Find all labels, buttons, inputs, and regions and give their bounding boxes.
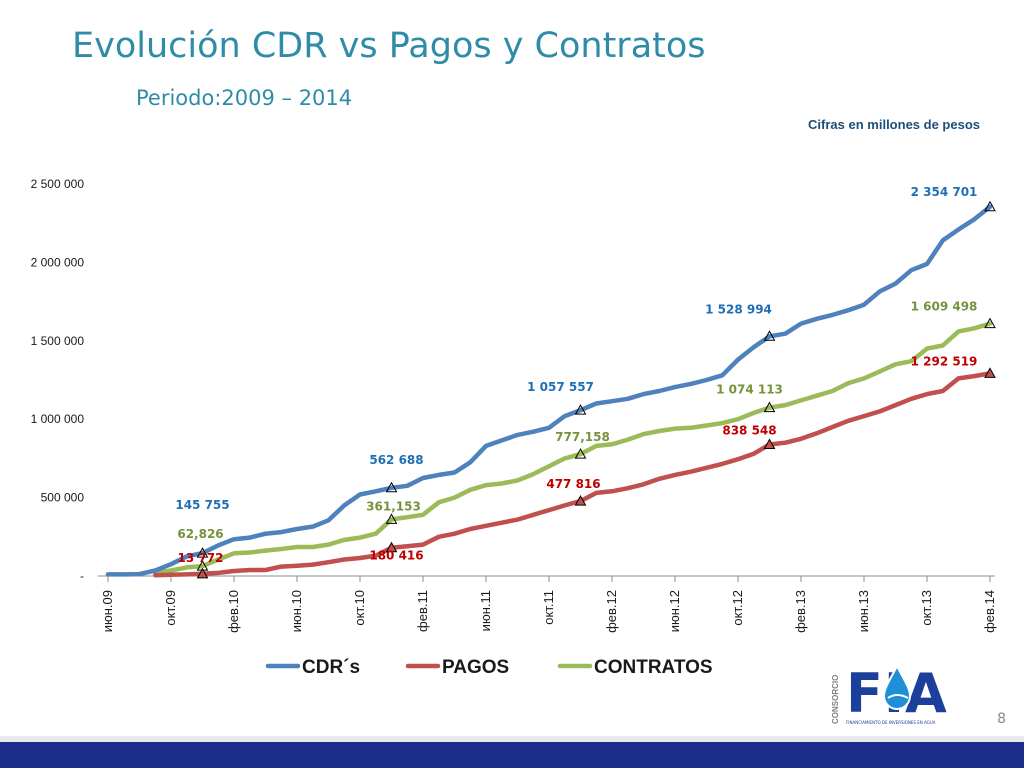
data-marker-cdr xyxy=(574,404,587,415)
units-note: Cifras en millones de pesos xyxy=(808,117,980,132)
data-label-pagos: 838 548 xyxy=(722,424,776,438)
x-tick-label: фев.14 xyxy=(982,590,997,633)
x-tick-label: окт.11 xyxy=(541,590,556,625)
page-number: 8 xyxy=(997,711,1006,727)
y-tick-label: 500 000 xyxy=(41,491,85,505)
data-marker-contratos xyxy=(574,448,587,459)
data-label-cdr: 562 688 xyxy=(369,453,423,467)
data-label-cdr: 1 528 994 xyxy=(705,302,772,316)
y-tick-label: 1 500 000 xyxy=(31,334,85,348)
y-tick-label: 2 500 000 xyxy=(31,177,85,191)
series-line-contratos xyxy=(153,321,993,576)
svg-text:CONSORCIO: CONSORCIO xyxy=(831,675,840,724)
data-marker-pagos xyxy=(385,541,398,553)
x-tick-label: окт.12 xyxy=(730,590,745,626)
data-label-contratos: 1 609 498 xyxy=(911,300,978,314)
x-tick-label: июн.11 xyxy=(478,590,493,631)
x-tick-label: июн.10 xyxy=(289,590,304,632)
data-label-pagos: 477 816 xyxy=(546,477,600,491)
data-label-contratos: 1 074 113 xyxy=(716,383,783,397)
data-marker-pagos xyxy=(196,567,209,579)
data-label-pagos: 180 416 xyxy=(369,549,423,563)
x-tick-label: фев.12 xyxy=(604,590,619,633)
x-tick-label: окт.13 xyxy=(919,590,934,626)
data-label-contratos: 777,158 xyxy=(555,430,610,444)
data-marker-cdr xyxy=(385,481,398,493)
data-marker-pagos xyxy=(984,367,996,378)
data-marker-cdr xyxy=(763,330,776,341)
x-tick-label: окт.09 xyxy=(163,590,178,626)
y-tick-label: 1 000 000 xyxy=(31,412,85,426)
water-drop-icon xyxy=(882,664,912,710)
logo-tagline: FINANCIAMIENTO DE INVERSIONES EN AGUA xyxy=(846,720,936,725)
data-marker-contratos xyxy=(984,317,996,329)
logo-vertical-text: CONSORCIO xyxy=(831,675,840,724)
y-tick-label: - xyxy=(80,569,84,583)
data-label-cdr: 145 755 xyxy=(175,498,229,512)
x-tick-label: фев.13 xyxy=(793,590,808,633)
y-tick-label: 2 000 000 xyxy=(31,255,85,269)
company-logo: CONSORCIO FIA FINANCIAMIENTO DE INVERSIO… xyxy=(828,660,958,730)
line-chart: - 500 000 1 000 000 1 500 000 2 000 000 2 500… xyxy=(31,177,997,678)
slide-title: Evolución CDR vs Pagos y Contratos xyxy=(72,26,706,66)
x-tick-label: июн.13 xyxy=(856,590,871,632)
data-marker-cdr xyxy=(196,547,209,558)
data-label-pagos: 1 292 519 xyxy=(911,354,978,368)
x-tick-label: фев.10 xyxy=(226,590,241,633)
legend-label-contratos: CONTRATOS xyxy=(594,657,713,678)
data-marker-contratos xyxy=(385,513,398,524)
series-line-pagos xyxy=(153,371,993,578)
legend-label-pagos: PAGOS xyxy=(442,657,509,678)
data-marker-contratos xyxy=(763,401,776,413)
x-tick-label: фев.11 xyxy=(415,590,430,632)
footer-bar xyxy=(0,736,1024,768)
data-label-cdr: 1 057 557 xyxy=(527,380,594,394)
data-marker-pagos xyxy=(763,438,776,450)
series-line-cdr xyxy=(105,204,993,577)
data-marker-pagos xyxy=(574,495,587,506)
legend-label-cdr: CDR´s xyxy=(302,657,360,678)
x-tick-label: июн.09 xyxy=(100,590,115,632)
x-tick-label: окт.10 xyxy=(352,590,367,626)
slide-subtitle: Periodo:2009 – 2014 xyxy=(136,86,353,110)
data-label-pagos: 13 772 xyxy=(178,551,224,565)
x-tick-label: июн.12 xyxy=(667,590,682,632)
data-label-contratos: 361,153 xyxy=(366,499,421,513)
data-marker-cdr xyxy=(984,200,996,212)
data-label-cdr: 2 354 701 xyxy=(911,185,978,199)
data-label-contratos: 62,826 xyxy=(177,527,223,541)
